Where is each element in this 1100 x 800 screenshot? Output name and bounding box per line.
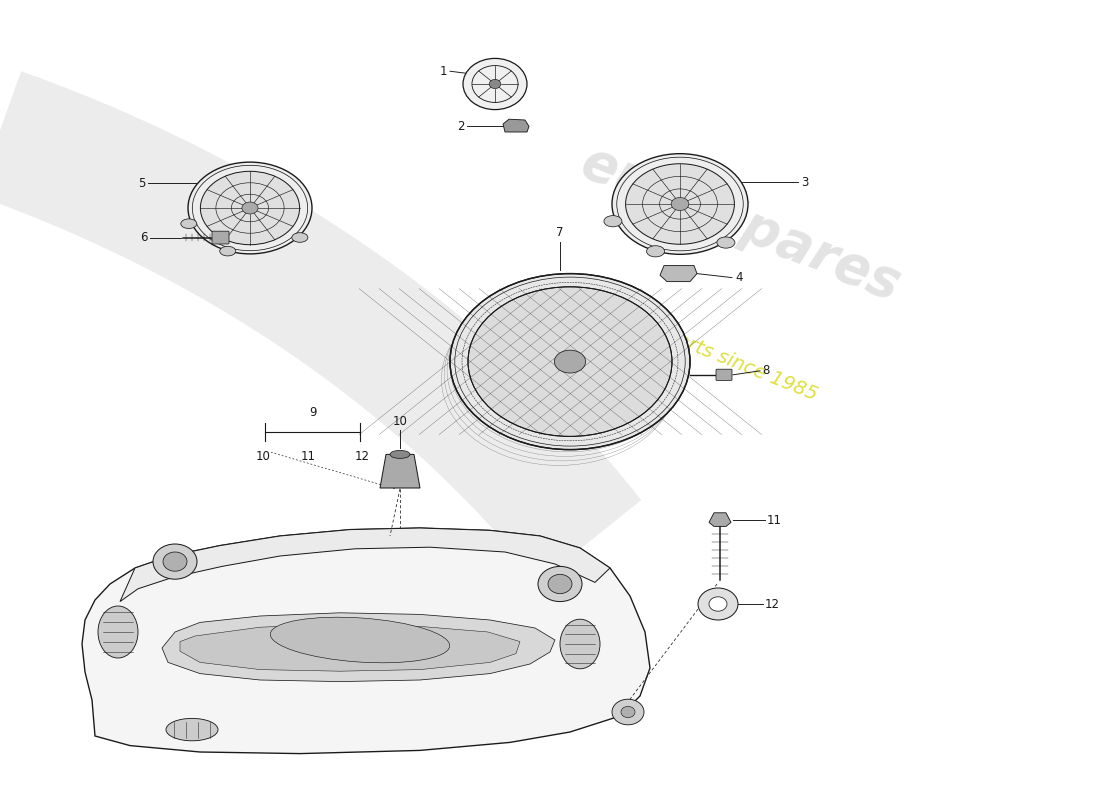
Circle shape [490,79,500,89]
Ellipse shape [612,154,748,254]
Ellipse shape [671,198,689,210]
Ellipse shape [242,202,258,214]
Ellipse shape [626,164,735,244]
Circle shape [538,566,582,602]
Ellipse shape [647,246,664,257]
Text: 1: 1 [440,65,447,78]
Ellipse shape [390,450,410,458]
Polygon shape [82,528,650,754]
Polygon shape [162,613,556,682]
Text: 10: 10 [255,450,271,462]
Ellipse shape [188,162,312,254]
Ellipse shape [98,606,138,658]
Text: a passion for parts since 1985: a passion for parts since 1985 [540,276,821,404]
Circle shape [463,58,527,110]
Ellipse shape [200,171,299,245]
Circle shape [163,552,187,571]
Ellipse shape [450,274,690,450]
Text: 4: 4 [735,271,743,284]
Ellipse shape [560,619,600,669]
Text: 9: 9 [309,406,317,419]
Text: 7: 7 [557,226,563,239]
Polygon shape [379,454,420,488]
Ellipse shape [554,350,585,373]
Ellipse shape [468,286,672,437]
Ellipse shape [271,618,450,662]
Text: euroSpares: euroSpares [573,136,908,312]
Ellipse shape [717,237,735,248]
Circle shape [698,588,738,620]
Text: 5: 5 [138,177,145,190]
Circle shape [153,544,197,579]
Circle shape [548,574,572,594]
Circle shape [710,597,727,611]
Polygon shape [710,513,732,526]
Ellipse shape [166,718,218,741]
Text: 11: 11 [300,450,316,462]
Text: 2: 2 [458,120,465,133]
Circle shape [612,699,643,725]
Ellipse shape [292,233,308,242]
Text: 3: 3 [801,176,808,189]
FancyBboxPatch shape [716,369,732,380]
Ellipse shape [180,219,197,229]
Text: 6: 6 [141,231,149,244]
Circle shape [621,706,635,718]
Text: 12: 12 [764,598,780,610]
Text: 12: 12 [354,450,370,462]
Ellipse shape [604,216,622,227]
Polygon shape [120,528,611,602]
Polygon shape [660,266,697,282]
Text: 10: 10 [393,415,407,428]
Polygon shape [180,624,520,671]
Text: 11: 11 [767,514,782,526]
Polygon shape [503,119,529,132]
FancyBboxPatch shape [212,231,229,244]
Text: 8: 8 [762,364,769,378]
Ellipse shape [220,246,235,256]
